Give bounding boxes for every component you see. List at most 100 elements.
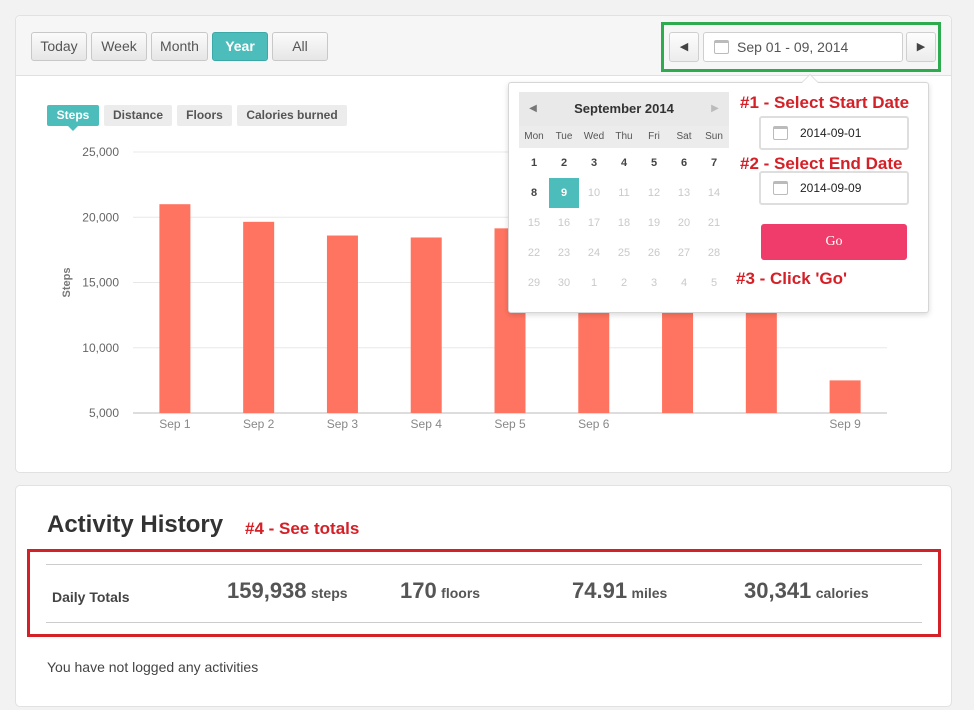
weekday-label: Sun [705,131,723,142]
start-date-field[interactable]: 2014-09-01 [759,116,909,150]
totals-highlight [27,549,941,637]
x-tick-label: Sep 2 [243,417,275,431]
y-tick-label: 5,000 [89,406,119,420]
range-week-button[interactable]: Week [91,32,147,61]
y-tick-label: 20,000 [82,210,119,224]
x-tick-label: Sep 6 [578,417,610,431]
calendar-day[interactable]: 6 [680,157,688,169]
weekday-label: Mon [524,131,544,142]
calendar-week: 29 30 1 2 3 4 5 [519,268,729,298]
x-tick-label: Sep 9 [829,417,861,431]
calendar-grid: Mon Tue Wed Thu Fri Sat Sun 1 2 3 4 5 6 7 8 9 10 11 12 13 14… [519,126,729,298]
annotation-click-go: #3 - Click 'Go' [736,269,848,288]
annotation-start-date: #1 - Select Start Date [740,93,910,112]
weekday-header: Mon Tue Wed Thu Fri Sat Sun [519,126,729,148]
daily-totals-label: Daily Totals [52,589,130,605]
miles-total: 74.91 miles [572,578,667,604]
calendar-day: 23 [557,247,571,259]
calendar-icon [773,125,788,140]
weekday-label: Fri [648,131,660,142]
calories-total: 30,341 calories [744,578,869,604]
range-year-button[interactable]: Year [212,32,268,61]
no-activities-message: You have not logged any activities [47,659,259,675]
date-range-field[interactable]: Sep 01 - 09, 2014 [703,32,903,62]
floors-total-unit: floors [441,585,481,601]
bar-sep-1 [159,204,191,413]
date-range-text: Sep 01 - 09, 2014 [737,39,849,55]
tab-steps[interactable]: Steps [47,105,99,131]
calendar-day[interactable]: 9 [549,178,579,208]
next-month-icon[interactable]: ▶ [711,103,719,114]
calendar-day: 26 [647,247,661,259]
calendar-day[interactable]: 4 [620,157,628,169]
weekday-label: Wed [583,131,605,142]
y-tick-label: 25,000 [82,145,119,159]
calendar-day: 12 [647,187,661,199]
calendar-day: 30 [557,277,571,289]
calendar-day[interactable]: 8 [530,187,538,199]
range-today-button[interactable]: Today [31,32,87,61]
activity-history-title: Activity History [47,511,224,538]
calendar-day: 14 [707,187,721,199]
calendar-day[interactable]: 3 [590,157,598,169]
range-all-button[interactable]: All [272,32,328,61]
calendar-day: 13 [677,187,691,199]
bar-sep-9 [829,380,861,413]
floors-total: 170 floors [400,578,480,604]
x-tick-label: Sep 5 [494,417,526,431]
annotation-see-totals: #4 - See totals [245,519,360,538]
calendar-day: 24 [587,247,601,259]
activity-history-panel: Activity History #4 - See totals Daily T… [15,485,952,707]
weekday-label: Sat [676,131,692,142]
weekday-label: Thu [615,131,633,142]
calendar-day: 27 [677,247,691,259]
calendar-icon [773,180,788,195]
miles-total-unit: miles [631,585,668,601]
end-date-value: 2014-09-09 [800,181,862,195]
calendar-day[interactable]: 5 [650,157,658,169]
tab-distance[interactable]: Distance [104,105,172,126]
calendar-day: 1 [590,277,598,289]
calendar-month-label: September 2014 [574,101,674,116]
calendar-day: 5 [710,277,718,289]
toolbar: Today Week Month Year All ◀ Sep 01 - 09,… [16,16,951,76]
calendar-day[interactable]: 1 [530,157,538,169]
start-date-value: 2014-09-01 [800,126,862,140]
bar-sep-3 [326,235,358,413]
range-month-button[interactable]: Month [151,32,208,61]
calendar-day: 3 [650,277,658,289]
steps-total-unit: steps [310,585,348,601]
x-tick-label: Sep 3 [327,417,359,431]
next-date-button[interactable]: ▶ [906,32,936,62]
calendar-day: 19 [647,217,661,229]
calendar-day: 22 [527,247,541,259]
calories-total-value: 30,341 [744,578,812,603]
tab-floors[interactable]: Floors [177,105,232,126]
go-button[interactable]: Go [761,224,907,260]
calendar-day[interactable]: 7 [710,157,718,169]
prev-date-button[interactable]: ◀ [669,32,699,62]
y-tick-label: 10,000 [82,341,119,355]
annotation-end-date: #2 - Select End Date [740,154,903,173]
prev-month-icon[interactable]: ◀ [529,103,537,114]
bar-sep-2 [243,221,275,413]
triangle-right-icon: ▶ [916,41,926,53]
x-tick-label: Sep 4 [411,417,443,431]
calendar-icon [714,40,729,55]
calendar-day: 2 [620,277,628,289]
miles-total-value: 74.91 [572,578,628,603]
end-date-field[interactable]: 2014-09-09 [759,171,909,205]
calendar-week: 8 9 10 11 12 13 14 [519,178,729,208]
tab-calories-burned[interactable]: Calories burned [237,105,347,126]
calendar-day: 11 [618,187,630,199]
divider [46,622,922,623]
calendar-day[interactable]: 2 [560,157,568,169]
floors-total-value: 170 [400,578,437,603]
bar-sep-4 [410,237,442,413]
x-tick-label: Sep 1 [159,417,191,431]
calendar-day: 20 [677,217,691,229]
calendar-day: 25 [617,247,631,259]
calendar-week: 15 16 17 18 19 20 21 [519,208,729,238]
calendar-week: 22 23 24 25 26 27 28 [519,238,729,268]
calendar-day: 4 [680,277,688,289]
